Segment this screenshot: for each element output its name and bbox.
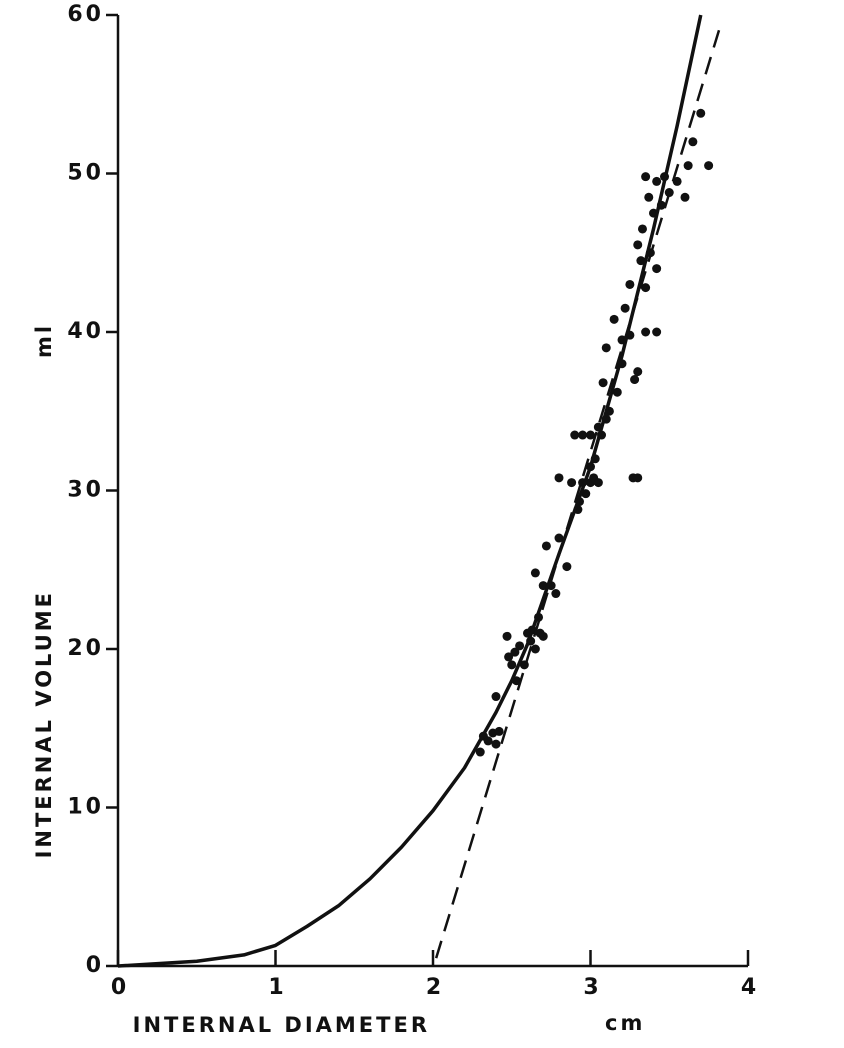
y-tick-label: 30 — [67, 478, 104, 503]
data-point — [652, 176, 662, 186]
data-point — [637, 224, 647, 234]
data-point — [641, 172, 651, 182]
data-point — [483, 736, 493, 746]
data-point — [683, 161, 693, 171]
data-point — [510, 647, 520, 657]
x-tick-label: 4 — [741, 975, 759, 1000]
data-point — [567, 478, 577, 488]
data-point — [494, 726, 504, 736]
data-point — [515, 641, 525, 651]
data-point — [502, 631, 512, 641]
x-tick-label: 2 — [426, 975, 444, 1000]
data-point — [551, 589, 561, 599]
data-point — [704, 161, 714, 171]
y-tick-label: 0 — [86, 953, 104, 978]
y-tick-label: 50 — [67, 161, 104, 186]
data-point — [620, 303, 630, 313]
data-point — [630, 375, 640, 385]
data-point — [530, 644, 540, 654]
x-axis-unit: cm — [605, 1011, 645, 1035]
data-point — [612, 387, 622, 397]
axes — [116, 15, 748, 968]
x-tick-label: 0 — [111, 975, 129, 1000]
data-point — [641, 327, 651, 337]
data-point — [680, 192, 690, 202]
data-point — [570, 430, 580, 440]
data-point — [491, 692, 501, 702]
data-point — [554, 473, 564, 483]
data-point — [641, 283, 651, 293]
data-point — [652, 264, 662, 274]
data-point — [504, 652, 514, 662]
data-point — [688, 137, 698, 147]
y-tick-label: 20 — [67, 636, 104, 661]
data-point — [609, 314, 619, 324]
x-tick-label: 1 — [268, 975, 286, 1000]
y-tick-label: 40 — [67, 319, 104, 344]
data-point — [652, 327, 662, 337]
data-point — [601, 343, 611, 353]
data-point — [586, 430, 595, 440]
y-axis-label: INTERNAL VOLUME — [32, 590, 56, 858]
data-point — [636, 256, 646, 266]
fit-curve — [117, 14, 703, 968]
data-point — [541, 541, 551, 551]
dashed-line — [434, 22, 723, 959]
data-point — [491, 739, 501, 749]
data-point — [696, 108, 706, 118]
data-point — [598, 378, 608, 388]
y-tick-label: 60 — [67, 2, 104, 27]
x-tick-label: 3 — [583, 975, 601, 1000]
data-point — [581, 489, 591, 499]
data-point — [633, 367, 643, 377]
data-point — [538, 631, 548, 641]
x-axis-label: INTERNAL DIAMETER — [133, 1013, 430, 1037]
data-point — [562, 562, 572, 572]
y-tick-label: 10 — [67, 795, 104, 820]
data-point — [475, 747, 485, 757]
data-point — [530, 568, 540, 578]
data-point — [554, 533, 564, 543]
data-point — [633, 240, 643, 250]
data-point — [507, 660, 517, 670]
data-point — [593, 478, 603, 488]
data-point — [578, 430, 588, 440]
data-point — [633, 473, 643, 483]
y-axis-unit: ml — [32, 323, 56, 358]
data-point — [625, 279, 635, 289]
data-point — [644, 192, 654, 202]
